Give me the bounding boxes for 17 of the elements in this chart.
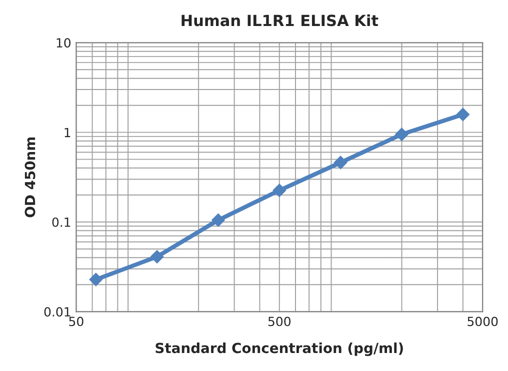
point: [272, 184, 286, 197]
y-tick-label: 0.1: [52, 217, 70, 227]
point: [456, 108, 470, 122]
y-tick-label: 10: [56, 38, 71, 48]
x-tick-label: 5000: [468, 316, 498, 326]
y-tick-label: 1: [64, 128, 70, 138]
x-tick-label: 50: [69, 316, 84, 326]
point: [89, 272, 102, 286]
y-axis-title: OD 450nm: [24, 137, 36, 218]
x-axis-title: Standard Concentration (pg/ml): [156, 342, 403, 356]
point: [212, 213, 225, 227]
point: [395, 128, 408, 141]
y-tick-label: 0.01: [44, 307, 70, 317]
chart-title: Human IL1R1 ELISA Kit: [182, 14, 378, 26]
point: [150, 250, 164, 264]
point: [334, 156, 348, 170]
x-tick-label: 500: [268, 316, 290, 326]
